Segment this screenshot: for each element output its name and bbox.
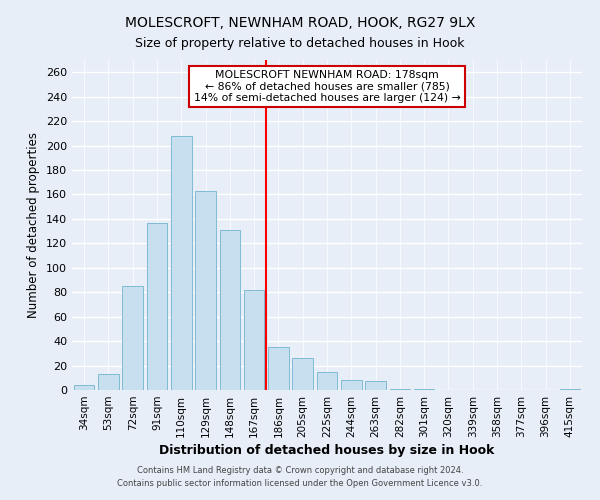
Bar <box>244 290 265 390</box>
Bar <box>317 372 337 390</box>
Bar <box>389 389 410 390</box>
Text: MOLESCROFT NEWNHAM ROAD: 178sqm
← 86% of detached houses are smaller (785)
14% o: MOLESCROFT NEWNHAM ROAD: 178sqm ← 86% of… <box>194 70 460 103</box>
Text: Size of property relative to detached houses in Hook: Size of property relative to detached ho… <box>135 37 465 50</box>
Text: MOLESCROFT, NEWNHAM ROAD, HOOK, RG27 9LX: MOLESCROFT, NEWNHAM ROAD, HOOK, RG27 9LX <box>125 16 475 30</box>
Bar <box>171 136 191 390</box>
Bar <box>220 230 240 390</box>
Bar <box>560 389 580 390</box>
Bar <box>292 358 313 390</box>
Bar <box>268 347 289 390</box>
Bar <box>365 382 386 390</box>
Y-axis label: Number of detached properties: Number of detached properties <box>28 132 40 318</box>
Bar <box>195 191 216 390</box>
X-axis label: Distribution of detached houses by size in Hook: Distribution of detached houses by size … <box>160 444 494 457</box>
Bar <box>74 385 94 390</box>
Bar <box>146 222 167 390</box>
Bar <box>98 374 119 390</box>
Text: Contains HM Land Registry data © Crown copyright and database right 2024.
Contai: Contains HM Land Registry data © Crown c… <box>118 466 482 487</box>
Bar <box>122 286 143 390</box>
Bar <box>341 380 362 390</box>
Bar <box>414 389 434 390</box>
